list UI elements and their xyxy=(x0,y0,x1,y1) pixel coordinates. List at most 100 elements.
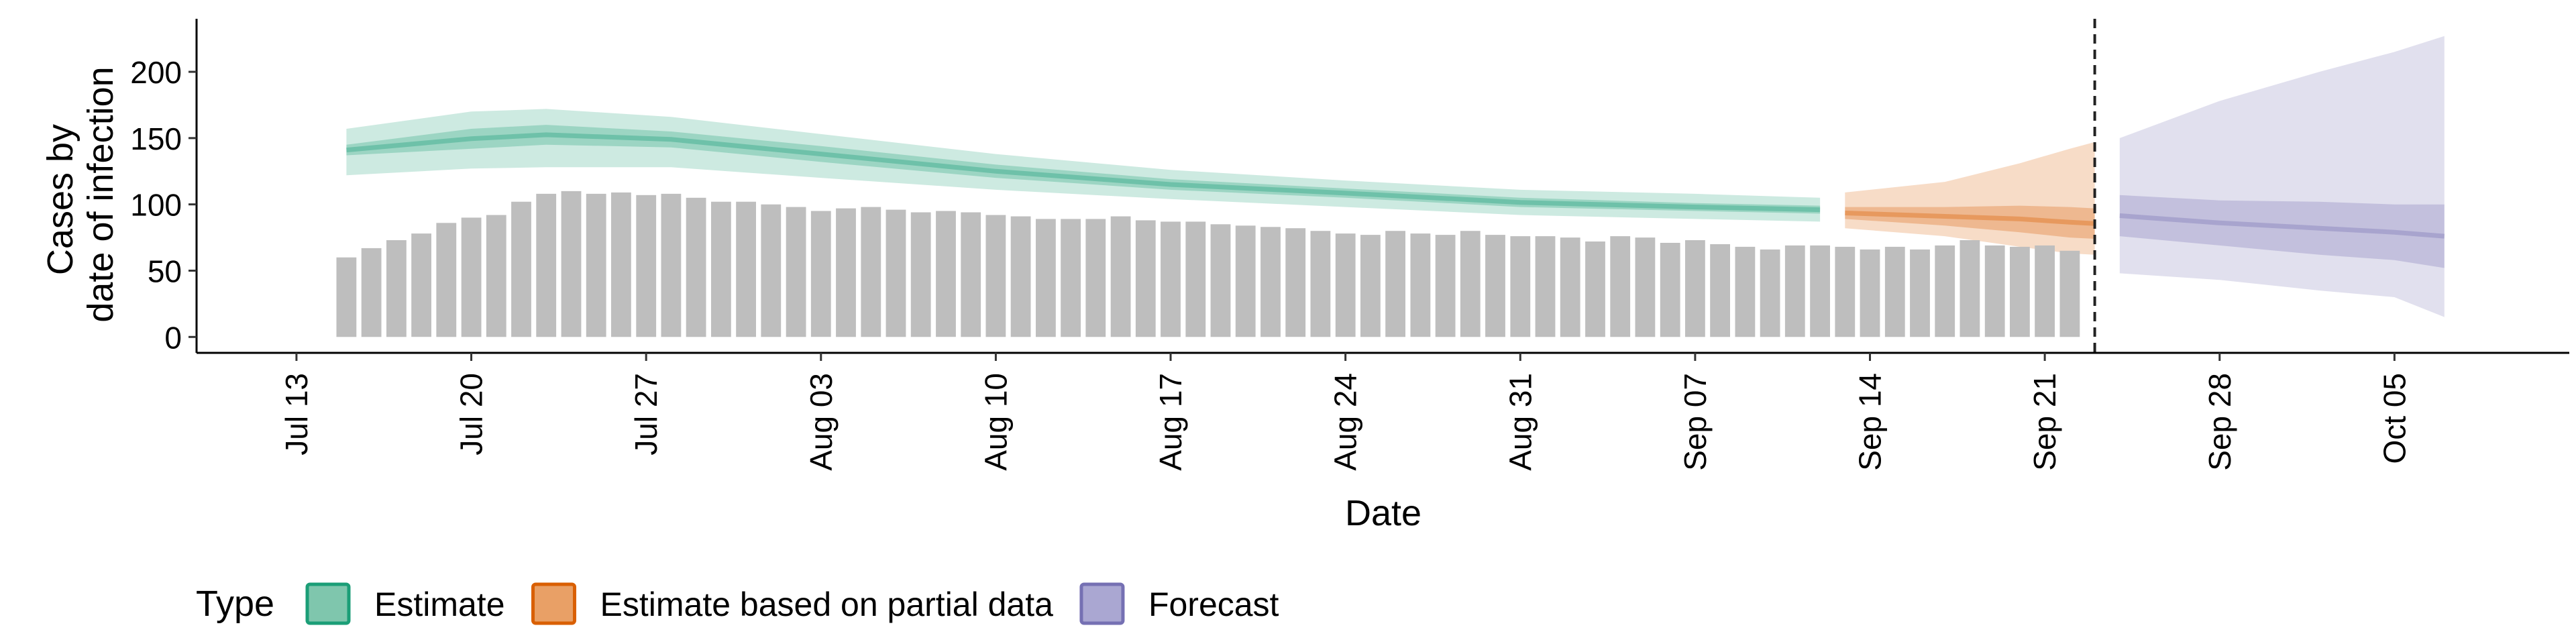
bar xyxy=(1036,219,1056,337)
bar xyxy=(1510,236,1531,337)
x-tick-label: Sep 21 xyxy=(2027,373,2062,471)
bar xyxy=(1435,235,1456,337)
x-axis-title: Date xyxy=(1345,493,1421,533)
bar xyxy=(1085,219,1106,337)
bar xyxy=(511,201,531,337)
x-tick-label: Oct 05 xyxy=(2377,373,2412,464)
bar xyxy=(1460,231,1481,337)
bar xyxy=(1410,233,1431,337)
bar xyxy=(961,212,981,337)
bar xyxy=(936,211,956,337)
x-tick-label: Aug 17 xyxy=(1153,373,1188,471)
bar xyxy=(1061,219,1081,337)
bar xyxy=(636,195,657,337)
bar xyxy=(885,209,906,337)
bar xyxy=(1784,245,1805,337)
y-axis-title-line-2: date of infection xyxy=(80,66,121,322)
bar xyxy=(1760,249,1780,337)
bar xyxy=(1485,235,1505,337)
estimate-median-line xyxy=(346,132,1821,213)
legend-label-estimate: Estimate xyxy=(374,586,505,623)
x-tick-label: Aug 10 xyxy=(978,373,1013,471)
bar xyxy=(1010,216,1031,337)
bar xyxy=(1585,241,1605,337)
bar xyxy=(836,208,856,337)
bar xyxy=(1385,231,1405,337)
bar xyxy=(1335,233,1356,337)
bar xyxy=(1535,236,1556,337)
bar xyxy=(2035,245,2055,337)
bar xyxy=(1635,237,1656,337)
bar xyxy=(1235,225,1256,337)
bar xyxy=(2059,250,2080,337)
bar xyxy=(1310,231,1331,337)
bar xyxy=(736,201,756,337)
bar xyxy=(436,223,457,337)
bar xyxy=(386,240,407,337)
bar xyxy=(1935,245,1955,337)
bar xyxy=(1884,246,1905,337)
bar xyxy=(1161,221,1181,337)
bar xyxy=(1360,235,1381,337)
bar xyxy=(1135,220,1156,337)
y-tick-label: 50 xyxy=(148,254,182,288)
legend-key-forecast xyxy=(1079,582,1125,625)
bar xyxy=(661,193,682,337)
bar xyxy=(1560,237,1580,337)
bar xyxy=(861,207,881,337)
bar xyxy=(1835,246,1856,337)
bar xyxy=(536,193,557,337)
x-tick-label: Jul 13 xyxy=(279,373,314,455)
y-ticks: 0 50 100 150 200 xyxy=(130,55,197,355)
bar xyxy=(411,233,431,337)
bar xyxy=(611,192,631,337)
bar xyxy=(1960,240,1980,337)
bar xyxy=(910,212,931,337)
bar xyxy=(486,215,506,337)
bar xyxy=(2010,246,2030,337)
y-axis-title: Cases by date of infection xyxy=(40,66,121,322)
bar xyxy=(461,217,482,337)
estimate-based-on-partial-data-outer-band xyxy=(1845,142,2095,255)
lines-layer xyxy=(346,19,2445,353)
y-tick-label: 0 xyxy=(164,320,182,355)
bar xyxy=(1710,244,1730,337)
bar xyxy=(1860,249,1880,337)
estimate-outer-band xyxy=(346,109,1821,222)
x-tick-label: Aug 31 xyxy=(1503,373,1538,471)
bar xyxy=(686,197,706,337)
bar xyxy=(1810,245,1830,337)
bar xyxy=(761,204,782,337)
axes-layer xyxy=(195,19,2569,354)
x-tick-label: Aug 03 xyxy=(804,373,839,471)
legend-key-estimate-based-on-partial-data xyxy=(531,582,577,625)
bar xyxy=(1185,221,1206,337)
y-tick-label: 150 xyxy=(130,121,182,156)
x-ticks: Jul 13 Jul 20 Jul 27 Aug 03 Aug 10 Aug 17 Aug … xyxy=(279,353,2412,471)
x-tick-label: Sep 28 xyxy=(2202,373,2237,471)
bar xyxy=(1260,227,1281,337)
bar xyxy=(1110,216,1131,337)
bar xyxy=(1610,236,1631,337)
bar xyxy=(1984,245,2005,337)
bar xyxy=(711,201,731,337)
bars-layer xyxy=(336,191,2080,337)
estimate-based-on-partial-data-median-line xyxy=(1845,211,2095,226)
y-tick-label: 200 xyxy=(130,55,182,90)
bar xyxy=(1660,243,1680,337)
bar xyxy=(561,191,582,337)
legend-label-estimate-based-on-partial-data: Estimate based on partial data xyxy=(600,586,1054,623)
x-tick-label: Sep 14 xyxy=(1853,373,1888,471)
legend-key-estimate xyxy=(305,582,351,625)
bar xyxy=(1910,249,1930,337)
bar xyxy=(336,257,357,337)
bar xyxy=(1735,246,1756,337)
forecast-inner-band xyxy=(2119,195,2445,268)
estimate-based-on-partial-data-inner-band xyxy=(1845,205,2095,239)
x-tick-label: Jul 20 xyxy=(454,373,489,455)
ribbons-layer xyxy=(346,36,2445,317)
bar xyxy=(1685,240,1705,337)
legend-title: Type xyxy=(196,584,274,624)
forecast-outer-band xyxy=(2119,36,2445,317)
